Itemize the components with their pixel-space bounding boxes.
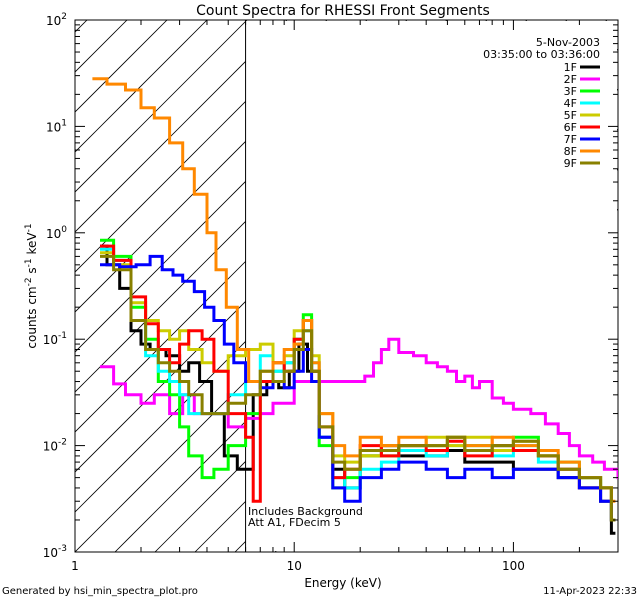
axis-ticks [74, 20, 619, 553]
hatch-line [75, 20, 88, 33]
legend-item: 3F [564, 85, 600, 98]
legend-item: 5F [564, 109, 600, 122]
y-tick-label: 100 [46, 225, 67, 241]
legend-item: 6F [564, 121, 600, 134]
y-tick-label: 10-3 [43, 544, 67, 560]
legend-label: 8F [564, 145, 577, 158]
x-tick-label: 1 [71, 559, 79, 573]
y-tick-label: 10-2 [43, 438, 67, 454]
x-axis-label: Energy (keV) [304, 576, 381, 590]
chart-title: Count Spectra for RHESSI Front Segments [196, 3, 490, 19]
hatch-line [75, 20, 208, 153]
legend-item: 2F [564, 73, 600, 86]
footer-generator: Generated by hsi_min_spectra_plot.pro [2, 586, 198, 597]
legend-label: 5F [564, 109, 577, 122]
date-label: 5-Nov-2003 [536, 36, 600, 49]
legend-item: 7F [564, 133, 600, 146]
footer-timestamp: 11-Apr-2023 22:33 [543, 586, 637, 597]
series-group [92, 77, 618, 535]
series-9F-line [100, 254, 616, 522]
y-axis-label: counts cm-2 s-1 keV-1 [24, 223, 39, 348]
legend-item: 1F [564, 61, 600, 74]
background-hatch-region [75, 20, 618, 552]
legend-item: 8F [564, 145, 600, 158]
annotation-background: Includes Background [248, 505, 363, 518]
series-3F-line [100, 238, 616, 522]
legend-item: 9F [564, 157, 600, 170]
legend-label: 2F [564, 73, 577, 86]
legend-item: 4F [564, 97, 600, 110]
y-tick-label: 102 [46, 12, 67, 28]
plot-frame [74, 19, 619, 553]
legend-label: 4F [564, 97, 577, 110]
y-tick-label: 10-1 [43, 331, 67, 347]
y-tick-label: 101 [46, 118, 67, 134]
hatch-line [75, 20, 248, 193]
legend-label: 3F [564, 85, 577, 98]
x-tick-label: 100 [502, 559, 525, 573]
legend-label: 6F [564, 121, 577, 134]
x-tick-label: 10 [287, 559, 302, 573]
hatch-line [75, 20, 168, 113]
legend-label: 9F [564, 157, 577, 170]
annotation-attenuator: Att A1, FDecim 5 [248, 516, 341, 529]
legend: 1F 2F 3F 4F 5F 6F 7F 8F 9F [564, 61, 600, 170]
hatch-mask [245, 21, 617, 551]
hatch-line [75, 20, 288, 233]
legend-label: 7F [564, 133, 577, 146]
time-range-label: 03:35:00 to 03:36:00 [483, 48, 600, 61]
legend-label: 1F [564, 61, 577, 74]
